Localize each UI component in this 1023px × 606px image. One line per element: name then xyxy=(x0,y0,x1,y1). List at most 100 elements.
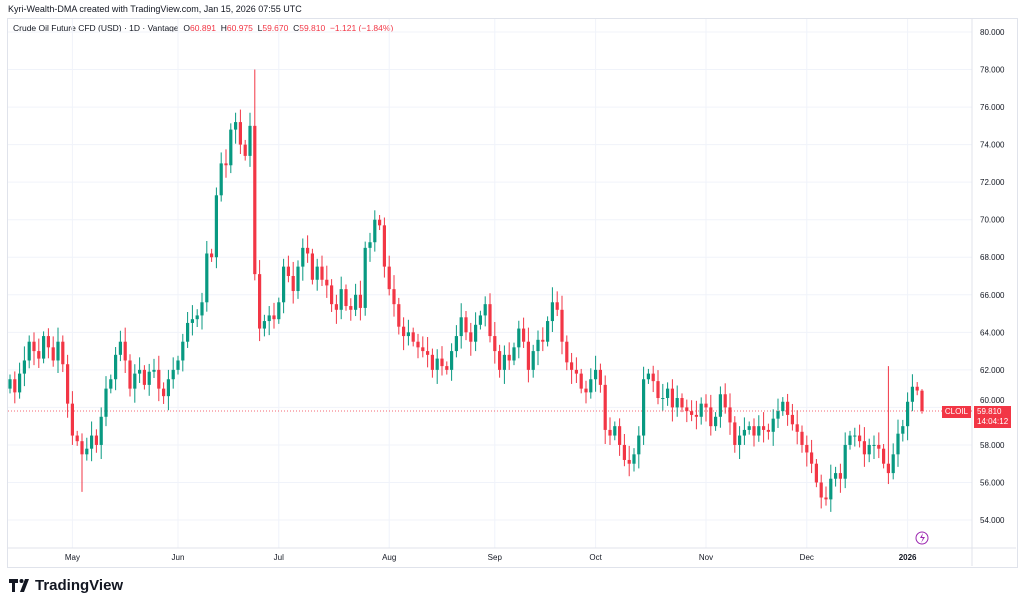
candle-body xyxy=(42,336,46,359)
tradingview-logo[interactable]: TradingView xyxy=(9,577,123,594)
candle-body xyxy=(190,319,194,323)
candle-body xyxy=(627,459,631,464)
candle-body xyxy=(474,324,478,342)
candle-body xyxy=(579,373,583,389)
candle-body xyxy=(176,360,180,370)
candle-body xyxy=(363,247,367,308)
x-tick-label: Jul xyxy=(274,553,284,562)
candle-body xyxy=(27,341,31,361)
candle-body xyxy=(502,354,506,370)
candle-body xyxy=(464,317,468,333)
candle-body xyxy=(699,403,703,417)
candle-body xyxy=(781,401,785,412)
candle-body xyxy=(550,302,554,322)
chart-caption: Kyri-Wealth-DMA created with TradingView… xyxy=(8,4,302,14)
chart-frame[interactable] xyxy=(7,18,1018,568)
candle-body xyxy=(205,253,209,303)
candle-body xyxy=(618,426,622,445)
candle-body xyxy=(589,379,593,393)
y-tick-label: 72.000 xyxy=(980,178,1005,187)
symbol-title: Crude Oil Future CFD (USD) · 1D · Vantag… xyxy=(13,23,179,33)
candle-body xyxy=(301,247,305,267)
candle-body xyxy=(310,253,314,280)
close-value: 59.810 xyxy=(299,23,326,33)
candle-body xyxy=(258,274,262,329)
candle-body xyxy=(267,315,271,322)
y-tick-label: 62.000 xyxy=(980,366,1005,375)
candle-body xyxy=(910,386,914,402)
candle-body xyxy=(838,473,842,479)
candle-body xyxy=(123,341,127,361)
candle-body xyxy=(517,328,521,348)
candle-body xyxy=(382,225,386,267)
candle-body xyxy=(795,424,799,432)
candle-body xyxy=(896,433,900,455)
candle-body xyxy=(402,326,406,337)
y-tick-label: 68.000 xyxy=(980,253,1005,262)
candle-body xyxy=(114,354,118,380)
x-tick-label: May xyxy=(65,553,80,562)
low-label: L xyxy=(257,23,263,33)
candle-body xyxy=(834,473,838,479)
low-value: 59.670 xyxy=(262,23,289,33)
y-tick-label: 54.000 xyxy=(980,516,1005,525)
candle-body xyxy=(248,125,252,156)
candle-body xyxy=(584,388,588,393)
candle-body xyxy=(747,426,751,430)
candle-body xyxy=(536,339,540,352)
candle-body xyxy=(334,304,338,310)
candle-body xyxy=(286,266,290,277)
candle-body xyxy=(387,266,391,290)
candle-body xyxy=(18,373,22,393)
candle-body xyxy=(666,388,670,399)
open-label: O xyxy=(183,23,190,33)
candle-body xyxy=(891,454,895,474)
candle-body xyxy=(61,341,65,365)
candle-body xyxy=(282,266,286,303)
candle-body xyxy=(80,441,84,455)
y-tick-label: 80.000 xyxy=(980,28,1005,37)
candle-body xyxy=(445,366,449,370)
candle-body xyxy=(291,276,295,292)
candle-body xyxy=(670,388,674,408)
candle-body xyxy=(507,354,511,361)
candle-body xyxy=(786,401,790,415)
candle-body xyxy=(219,163,223,196)
candle-body xyxy=(906,401,910,427)
candle-body xyxy=(253,125,257,275)
candle-body xyxy=(546,321,550,342)
candle-body xyxy=(320,266,324,280)
candle-body xyxy=(493,336,497,352)
candle-body xyxy=(378,219,382,226)
candle-body xyxy=(512,347,516,361)
candle-body xyxy=(598,369,602,385)
candle-body xyxy=(440,358,444,367)
candle-body xyxy=(608,429,612,436)
candle-body xyxy=(406,332,410,337)
candle-body xyxy=(22,360,26,374)
candle-body xyxy=(13,379,17,393)
candle-body xyxy=(430,354,434,370)
y-tick-label: 70.000 xyxy=(980,216,1005,225)
y-tick-label: 60.000 xyxy=(980,396,1005,405)
brand-name: TradingView xyxy=(35,577,124,594)
y-tick-label: 74.000 xyxy=(980,141,1005,150)
candle-body xyxy=(920,390,924,411)
symbol-legend: Crude Oil Future CFD (USD) · 1D · Vantag… xyxy=(13,23,393,33)
candle-body xyxy=(138,369,142,374)
candle-body xyxy=(306,247,310,254)
y-tick-label: 66.000 xyxy=(980,291,1005,300)
candle-body xyxy=(819,482,823,498)
candle-body xyxy=(397,304,401,327)
candle-body xyxy=(594,369,598,380)
candle-body xyxy=(277,302,281,320)
candle-body xyxy=(37,351,41,359)
candle-body xyxy=(56,341,60,361)
candle-body xyxy=(195,315,199,320)
x-tick-label: Sep xyxy=(488,553,503,562)
candle-body xyxy=(392,289,396,305)
candle-body xyxy=(622,444,626,460)
candle-body xyxy=(421,347,425,352)
candle-body xyxy=(757,426,761,436)
